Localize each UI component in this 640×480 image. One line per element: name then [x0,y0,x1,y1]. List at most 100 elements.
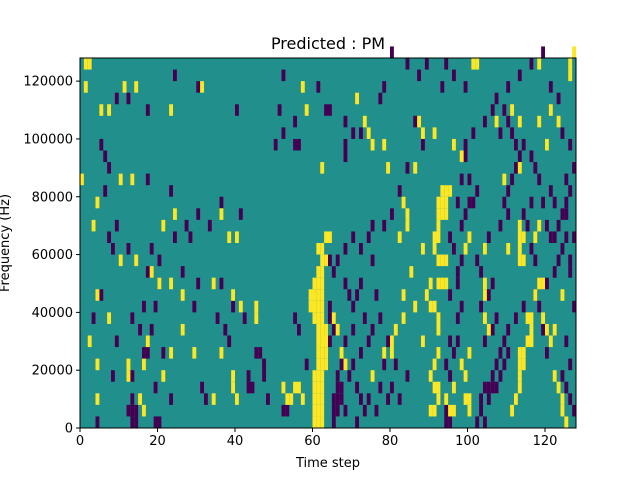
heatmap-cell-high [312,370,317,382]
heatmap-cell-low [393,358,398,371]
y-tick-label: 0 [65,422,73,437]
heatmap-cell-low [196,81,201,93]
heatmap-cell-high [533,289,538,301]
heatmap-cell-high [231,370,236,382]
heatmap-cell-high [521,254,526,267]
heatmap-cell-low [506,347,511,359]
heatmap-cell-high [397,231,402,243]
heatmap-cell-low [328,335,332,348]
heatmap-cell-low [262,370,267,382]
heatmap-cell-low [378,312,383,324]
heatmap-cell-low [556,254,561,267]
heatmap-cell-high [308,300,313,313]
heatmap-cell-low [537,173,542,186]
heatmap-cell-low [490,370,495,382]
heatmap-cell-low [479,393,484,405]
heatmap-cell-high [107,104,112,116]
heatmap-cell-low [463,208,468,220]
heatmap-cell-high [560,289,565,301]
heatmap-cell-low [572,300,577,313]
heatmap-cell-high [572,46,577,58]
heatmap-cell-high [316,243,321,255]
heatmap-cell-low [142,300,146,313]
heatmap-cell-low [471,127,476,139]
heatmap-cell-low [494,381,499,394]
heatmap-cell-low [494,312,499,324]
heatmap-cell-low [521,300,526,313]
heatmap-cell-low [366,335,371,348]
heatmap-cell-low [452,347,456,359]
heatmap-cell-low [390,208,394,220]
heatmap-cell-high [200,81,205,93]
heatmap-cell-low [184,219,189,232]
heatmap-cell-high [235,393,239,405]
heatmap-cell-high [417,115,422,128]
heatmap-cell-low [145,266,150,278]
heatmap-cell-high [486,323,491,336]
heatmap-cell-high [548,104,553,116]
heatmap-cell-high [87,335,92,348]
heatmap-cell-low [145,104,150,116]
heatmap-cell-low [529,196,534,209]
heatmap-cell-low [448,231,453,243]
heatmap-cell-low [463,81,468,93]
heatmap-cell-high [312,277,317,290]
heatmap-cell-low [502,335,507,348]
heatmap-cell-low [533,162,538,174]
heatmap-cell-high [180,289,185,301]
heatmap-cell-high [308,289,313,301]
heatmap-cell-high [320,289,325,301]
heatmap-cell-low [103,185,108,197]
heatmap-cell-low [467,173,472,186]
heatmap-cell-high [219,347,224,359]
heatmap-cell-high [312,312,317,324]
heatmap-cell-high [324,347,329,359]
heatmap-cell-high [312,416,317,428]
heatmap-cell-high [525,312,530,324]
heatmap-cell-low [343,150,348,163]
heatmap-cell-low [545,347,549,359]
heatmap-cell-high [126,370,131,382]
heatmap-cell-low [572,404,577,417]
heatmap-cell-high [126,358,131,371]
heatmap-cell-high [436,312,441,324]
heatmap-cell-high [521,231,526,243]
heatmap-cell-low [324,104,329,116]
heatmap-cell-low [529,243,534,255]
heatmap-cell-low [370,254,375,267]
heatmap-cell-low [134,416,139,428]
heatmap-cell-low [498,127,503,139]
heatmap-cell-high [316,416,321,428]
heatmap-cell-low [103,150,108,163]
heatmap-cell-high [517,381,522,394]
heatmap-cell-low [293,115,298,128]
heatmap-cell-low [343,335,348,348]
heatmap-cell-low [355,416,360,428]
heatmap-cell-high [444,196,449,209]
heatmap-cell-high [80,173,84,186]
heatmap-cell-low [541,46,546,58]
heatmap-cell-low [541,196,546,209]
heatmap-cell-low [455,196,460,209]
heatmap-cell-low [514,162,518,174]
heatmap-cell-high [436,208,441,220]
heatmap-cell-low [378,92,383,105]
heatmap-cell-high [452,138,456,151]
heatmap-cell-high [312,393,317,405]
heatmap-cell-high [552,323,557,336]
heatmap-cell-low [293,312,298,324]
heatmap-cell-high [161,219,166,232]
heatmap-cell-high [467,393,472,405]
heatmap-cell-low [107,162,112,174]
heatmap-cell-high [537,277,542,290]
heatmap-cell-low [529,58,534,70]
heatmap-cell-high [312,289,317,301]
heatmap-cell-low [568,266,573,278]
heatmap-cell-low [161,347,166,359]
heatmap-cell-high [324,358,329,371]
heatmap-cell-high [421,127,425,139]
heatmap-cell-high [316,404,321,417]
heatmap-cell-low [351,127,356,139]
heatmap-cell-high [545,323,549,336]
